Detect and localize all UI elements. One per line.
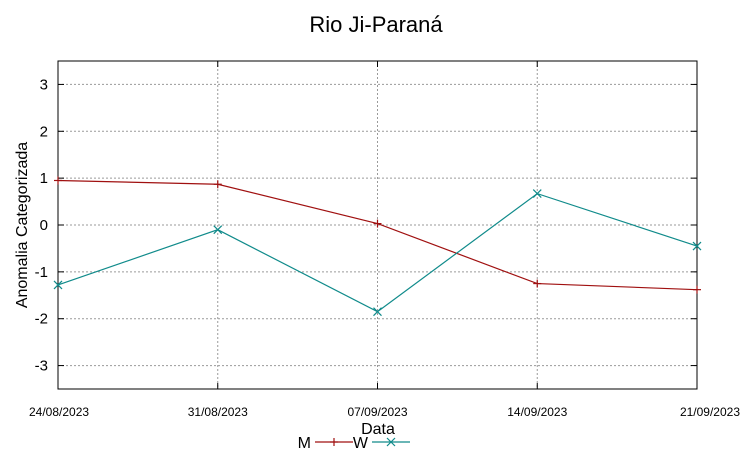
chart-title: Rio Ji-Paraná [309,12,443,37]
x-tick-label: 21/09/2023 [680,405,740,419]
series-M [54,176,701,294]
data-point [386,437,396,447]
x-tick-label: 14/09/2023 [507,405,567,419]
series-W [53,189,702,317]
legend-label: M [298,435,311,452]
data-point [533,279,542,288]
x-tick-label: 24/08/2023 [29,405,89,419]
y-tick-label: -3 [35,358,48,375]
x-axis-label: Data [361,421,395,438]
y-axis-label: Anomalia Categorizada [14,142,31,308]
axis-ticks [57,61,698,389]
y-tick-label: -1 [35,264,48,281]
x-tick-labels: 24/08/2023 31/08/2023 07/09/2023 14/09/2023… [29,405,740,419]
data-point [373,307,382,317]
y-tick-label: 1 [40,170,48,187]
data-point [330,438,338,446]
y-tick-labels: -3 -2 -1 0 1 2 3 [35,76,48,374]
data-point [373,219,382,228]
legend-item: W [353,435,410,452]
x-tick-label: 07/09/2023 [347,405,407,419]
data-point [532,189,542,199]
y-tick-label: 0 [40,217,48,234]
data-point [213,180,222,189]
series-layer [53,176,702,317]
legend-item: M [298,435,353,452]
x-tick-label: 31/08/2023 [188,405,248,419]
data-point [213,225,223,235]
y-tick-label: -2 [35,311,48,328]
legend-label: W [353,435,369,452]
y-tick-label: 3 [40,76,48,93]
data-point [54,176,62,185]
data-point [693,285,701,294]
y-tick-label: 2 [40,123,48,140]
data-point [692,241,702,251]
data-point [53,280,63,290]
